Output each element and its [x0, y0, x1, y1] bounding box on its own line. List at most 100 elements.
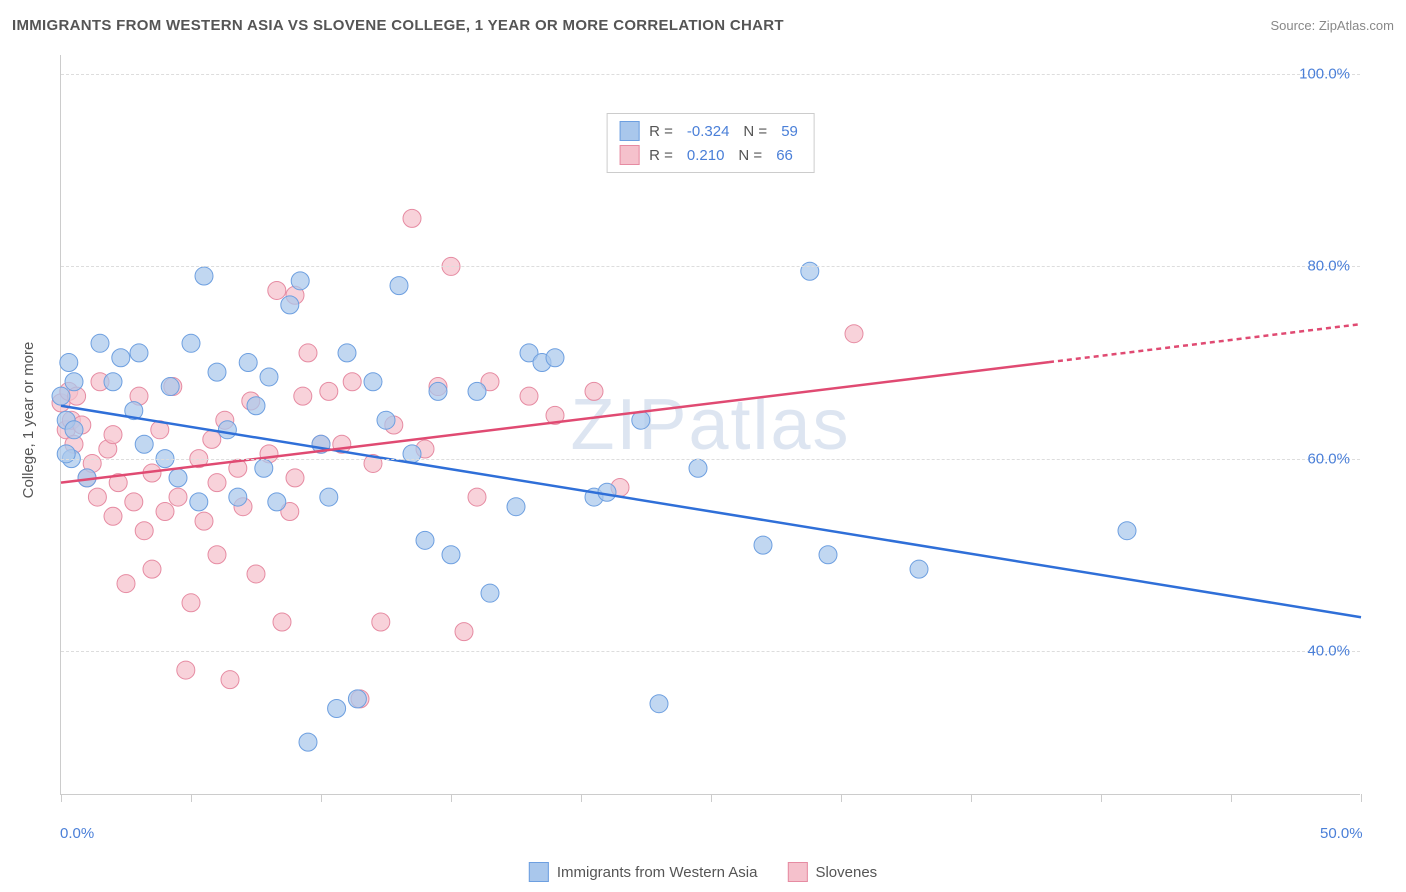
data-point	[481, 584, 499, 602]
data-point	[328, 700, 346, 718]
data-point	[507, 498, 525, 516]
data-point	[52, 387, 70, 405]
data-point	[208, 474, 226, 492]
data-point	[169, 469, 187, 487]
data-point	[390, 277, 408, 295]
data-point	[182, 334, 200, 352]
grid-line	[61, 74, 1360, 75]
x-tick	[191, 794, 192, 802]
n-value-blue: 59	[777, 123, 802, 140]
data-point	[343, 373, 361, 391]
data-point	[143, 560, 161, 578]
x-tick	[451, 794, 452, 802]
data-point	[221, 671, 239, 689]
data-point	[190, 493, 208, 511]
legend-label-blue: Immigrants from Western Asia	[557, 864, 758, 881]
data-point	[268, 281, 286, 299]
data-point	[585, 382, 603, 400]
data-point	[754, 536, 772, 554]
data-point	[299, 344, 317, 362]
data-point	[260, 368, 278, 386]
data-point	[468, 488, 486, 506]
data-point	[364, 373, 382, 391]
data-point	[372, 613, 390, 631]
y-tick-label: 60.0%	[1307, 450, 1350, 467]
data-point	[348, 690, 366, 708]
data-point	[239, 354, 257, 372]
legend-item-blue: Immigrants from Western Asia	[529, 862, 758, 882]
data-point	[156, 502, 174, 520]
x-tick	[321, 794, 322, 802]
legend-item-pink: Slovenes	[787, 862, 877, 882]
swatch-blue	[619, 121, 639, 141]
data-point	[125, 493, 143, 511]
stats-row-pink: R = 0.210 N = 66	[619, 143, 802, 167]
data-point	[255, 459, 273, 477]
data-point	[161, 378, 179, 396]
data-point	[195, 512, 213, 530]
r-value-pink: 0.210	[683, 147, 729, 164]
data-point	[689, 459, 707, 477]
x-tick	[1101, 794, 1102, 802]
y-tick-label: 100.0%	[1299, 66, 1350, 83]
data-point	[910, 560, 928, 578]
trend-line	[1049, 324, 1361, 362]
data-point	[208, 546, 226, 564]
data-point	[320, 382, 338, 400]
data-point	[320, 488, 338, 506]
data-point	[338, 344, 356, 362]
data-point	[268, 493, 286, 511]
source-attribution: Source: ZipAtlas.com	[1270, 18, 1394, 33]
x-tick	[61, 794, 62, 802]
x-tick	[841, 794, 842, 802]
y-tick-label: 80.0%	[1307, 258, 1350, 275]
data-point	[60, 354, 78, 372]
series-legend: Immigrants from Western Asia Slovenes	[529, 862, 877, 882]
data-point	[203, 430, 221, 448]
data-point	[57, 445, 75, 463]
data-point	[819, 546, 837, 564]
swatch-pink	[619, 145, 639, 165]
x-tick	[1231, 794, 1232, 802]
data-point	[546, 349, 564, 367]
data-point	[650, 695, 668, 713]
x-tick	[1361, 794, 1362, 802]
data-point	[416, 531, 434, 549]
data-point	[468, 382, 486, 400]
data-point	[520, 387, 538, 405]
grid-line	[61, 266, 1360, 267]
data-point	[1118, 522, 1136, 540]
data-point	[218, 421, 236, 439]
data-point	[91, 334, 109, 352]
data-point	[117, 575, 135, 593]
data-point	[88, 488, 106, 506]
data-point	[281, 296, 299, 314]
data-point	[135, 522, 153, 540]
data-point	[403, 209, 421, 227]
data-point	[130, 344, 148, 362]
x-tick-label: 50.0%	[1320, 825, 1363, 842]
data-point	[104, 507, 122, 525]
data-point	[845, 325, 863, 343]
x-tick	[971, 794, 972, 802]
correlation-stats-legend: R = -0.324 N = 59 R = 0.210 N = 66	[606, 113, 815, 173]
stats-row-blue: R = -0.324 N = 59	[619, 119, 802, 143]
legend-swatch-blue	[529, 862, 549, 882]
data-point	[442, 546, 460, 564]
data-point	[104, 373, 122, 391]
n-value-pink: 66	[772, 147, 797, 164]
grid-line	[61, 651, 1360, 652]
data-point	[299, 733, 317, 751]
trend-line	[61, 406, 1361, 617]
grid-line	[61, 459, 1360, 460]
data-point	[177, 661, 195, 679]
data-point	[801, 262, 819, 280]
data-point	[195, 267, 213, 285]
data-point	[65, 373, 83, 391]
y-axis-label: College, 1 year or more	[20, 342, 37, 499]
data-point	[247, 397, 265, 415]
y-tick-label: 40.0%	[1307, 642, 1350, 659]
data-point	[182, 594, 200, 612]
r-value-blue: -0.324	[683, 123, 734, 140]
data-point	[112, 349, 130, 367]
